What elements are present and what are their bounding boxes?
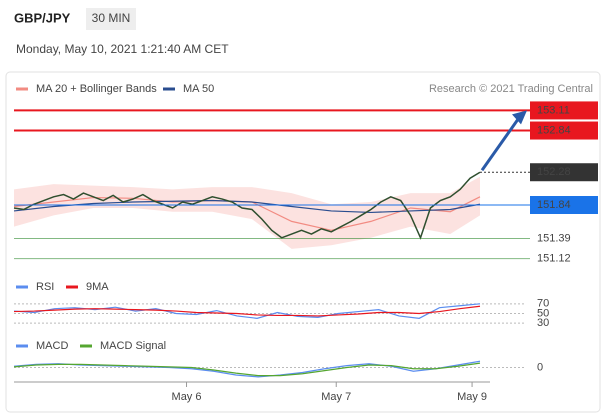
legend-label: MACD Signal <box>100 340 166 352</box>
level-label: 151.12 <box>537 253 571 265</box>
bollinger-band <box>14 176 480 249</box>
indicator-line <box>13 362 481 377</box>
level-badge <box>530 121 598 140</box>
y-tick-label: 50 <box>537 307 549 319</box>
level-badge <box>530 163 598 182</box>
level-label: 151.84 <box>537 199 571 211</box>
symbol: GBP/JPY <box>14 10 71 25</box>
x-tick-label: May 9 <box>457 391 487 403</box>
timestamp: Monday, May 10, 2021 1:21:40 AM CET <box>16 42 229 56</box>
indicator-line <box>13 360 481 378</box>
y-tick-label: 30 <box>537 317 549 329</box>
credit: Research © 2021 Trading Central <box>429 83 593 95</box>
legend-label: MA 20 + Bollinger Bands <box>36 83 157 95</box>
level-label: 151.39 <box>537 232 571 244</box>
indicator-line <box>13 305 481 317</box>
indicator-line <box>13 303 481 319</box>
interval: 30 MIN <box>92 11 131 25</box>
frame <box>5 71 601 413</box>
interval-badge <box>86 8 136 30</box>
ma-line <box>13 199 481 214</box>
legend-label: MACD <box>36 340 68 352</box>
arrow-head <box>512 110 527 125</box>
price-line <box>13 171 481 240</box>
arrow <box>480 115 522 172</box>
level-label: 153.11 <box>537 104 570 116</box>
level-label: 152.28 <box>537 166 571 178</box>
level-label: 152.84 <box>537 124 571 136</box>
level-badge <box>530 101 598 120</box>
legend-label: MA 50 <box>183 83 214 95</box>
legend-label: 9MA <box>86 281 109 293</box>
legend-label: RSI <box>36 281 54 293</box>
y-tick-label: 0 <box>537 361 543 373</box>
x-tick-label: May 6 <box>172 391 202 403</box>
level-badge <box>530 196 598 214</box>
x-tick-label: May 7 <box>321 391 351 403</box>
y-tick-label: 70 <box>537 298 549 310</box>
